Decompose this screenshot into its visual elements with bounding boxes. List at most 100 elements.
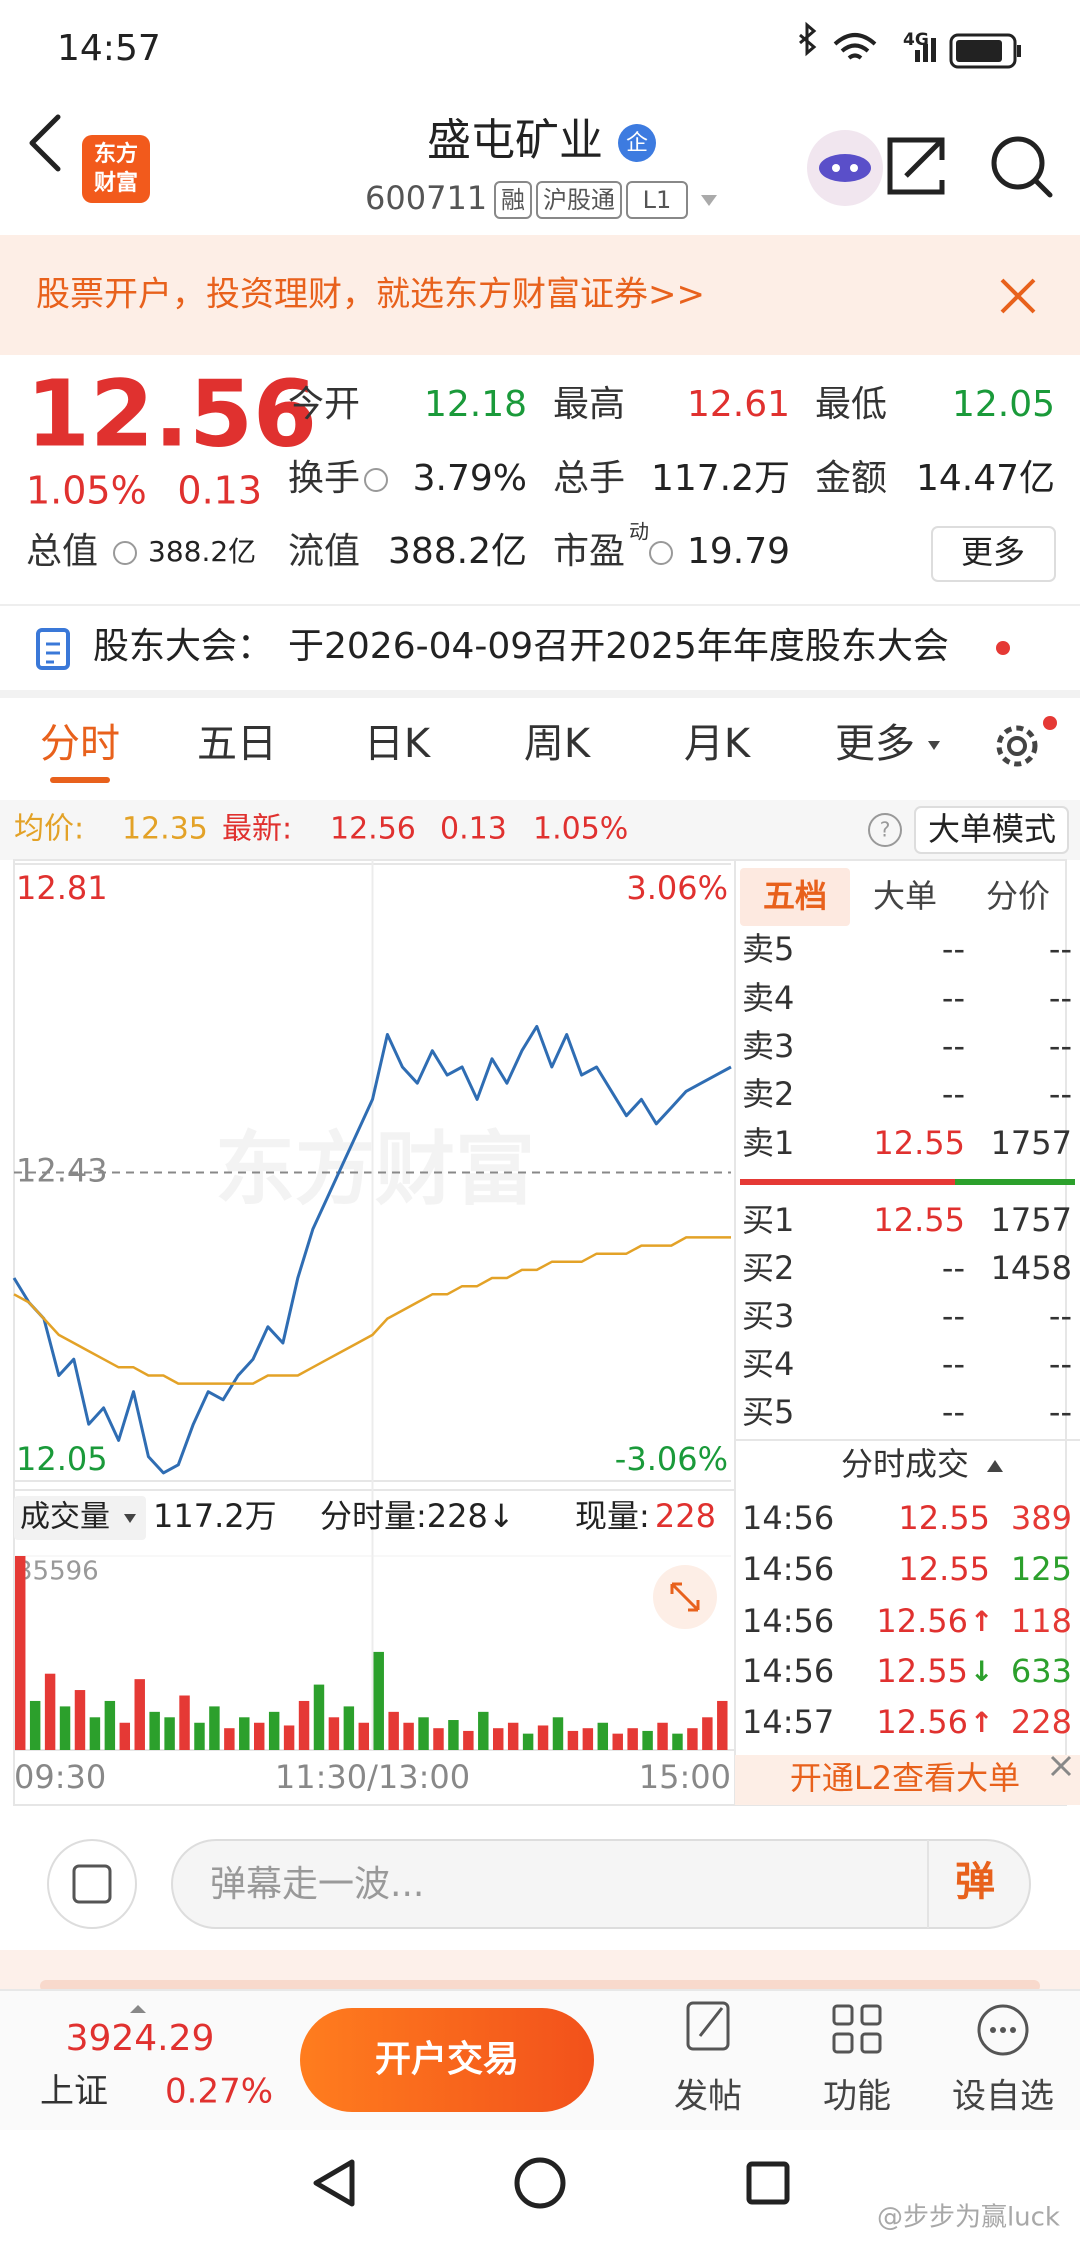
banner-bg[interactable] bbox=[0, 235, 1080, 355]
stat-value: 12.18 bbox=[424, 384, 527, 425]
action-label[interactable]: 功能 bbox=[823, 2077, 891, 2117]
nav-back[interactable] bbox=[313, 2159, 355, 2207]
volume-selector[interactable] bbox=[14, 1496, 146, 1540]
stat-label: 市盈 bbox=[553, 531, 625, 572]
logo-text[interactable]: 东方 bbox=[94, 141, 138, 167]
mode-button[interactable] bbox=[914, 806, 1069, 854]
battery-cap bbox=[1017, 45, 1021, 57]
badge: 企 bbox=[626, 131, 648, 156]
tab-underline bbox=[50, 777, 110, 783]
banner-close[interactable] bbox=[1000, 278, 1036, 314]
trade-button-label[interactable]: 开户交易 bbox=[375, 2038, 519, 2080]
share-button[interactable] bbox=[887, 137, 945, 195]
back-button[interactable] bbox=[29, 114, 61, 172]
tab[interactable]: 日K bbox=[364, 721, 432, 767]
nav-home[interactable] bbox=[514, 2157, 566, 2209]
book-level: 买3 bbox=[742, 1297, 794, 1335]
comment-input[interactable] bbox=[171, 1839, 1031, 1929]
search-button[interactable] bbox=[991, 136, 1045, 190]
volume-bar bbox=[552, 1717, 564, 1750]
comment-toggle[interactable] bbox=[47, 1839, 137, 1929]
notice-label[interactable]: 股东大会： bbox=[93, 626, 273, 667]
book-tab[interactable]: 分价 bbox=[986, 877, 1050, 915]
book-price: 12.55 bbox=[873, 1124, 965, 1162]
danmaku-button[interactable]: 弹 bbox=[955, 1859, 995, 1905]
logo-text[interactable]: 财富 bbox=[94, 170, 138, 196]
badge-bg bbox=[618, 124, 656, 162]
stat-value: 12.61 bbox=[687, 384, 790, 425]
last-price: 12.56 bbox=[26, 360, 317, 467]
signal-bar bbox=[923, 44, 928, 62]
action-label[interactable]: 发帖 bbox=[674, 2077, 742, 2117]
book-level: 卖4 bbox=[742, 979, 794, 1017]
trade-arrow: ↑ bbox=[970, 1605, 993, 1638]
tag-caret[interactable] bbox=[701, 195, 717, 206]
book-tab-active[interactable] bbox=[740, 868, 850, 926]
info-icon[interactable] bbox=[649, 541, 673, 565]
change-percent: 1.05% bbox=[533, 812, 628, 847]
banner-text[interactable]: 股票开户，投资理财，就选东方财富证券>> bbox=[36, 275, 705, 315]
l2-bg[interactable] bbox=[735, 1755, 1080, 1805]
help-icon[interactable] bbox=[868, 813, 902, 847]
more-label[interactable]: 更多 bbox=[961, 533, 1025, 571]
comment-icon bbox=[72, 1864, 112, 1904]
logo-bg[interactable] bbox=[82, 135, 150, 203]
volume-bar bbox=[44, 1673, 56, 1750]
stat-label: 总手 bbox=[553, 458, 625, 499]
volume-bar bbox=[433, 1728, 444, 1750]
trade-time: 14:56 bbox=[742, 1602, 834, 1640]
stat-label: 今开 bbox=[288, 384, 360, 425]
book-volume: -- bbox=[1049, 930, 1072, 968]
y-tick-label: 35596 bbox=[16, 1557, 99, 1587]
book-level: 买2 bbox=[742, 1249, 794, 1287]
tag-box bbox=[536, 181, 622, 219]
tab[interactable]: 周K bbox=[524, 721, 592, 767]
settings-dot bbox=[1043, 716, 1057, 730]
stat-label: 换手 bbox=[288, 458, 360, 499]
nav-recent[interactable] bbox=[746, 2161, 790, 2205]
watchlist-dot bbox=[1010, 2027, 1016, 2033]
index-value[interactable]: 3924.29 bbox=[66, 2018, 215, 2059]
trade-button[interactable] bbox=[300, 2008, 594, 2112]
watchlist-icon[interactable] bbox=[977, 2004, 1029, 2056]
bluetooth-icon bbox=[799, 21, 817, 57]
volume-label[interactable]: 成交量 bbox=[20, 1500, 110, 1535]
volume-bar bbox=[239, 1717, 250, 1750]
mode-label[interactable]: 大单模式 bbox=[928, 810, 1056, 848]
tab[interactable]: 更多 bbox=[835, 721, 915, 767]
l2-close[interactable] bbox=[1050, 1755, 1072, 1777]
volume-bar bbox=[687, 1728, 698, 1750]
tab[interactable]: 月K bbox=[684, 721, 752, 767]
trades-title[interactable]: 分时成交 bbox=[841, 1445, 969, 1483]
stat-value: 117.2万 bbox=[651, 458, 790, 499]
latest-label: 最新: bbox=[222, 812, 292, 847]
index-name[interactable]: 上证 bbox=[40, 2072, 108, 2112]
l2-link[interactable]: 开通L2查看大单 bbox=[790, 1759, 1020, 1797]
comment-placeholder[interactable]: 弹幕走一波... bbox=[210, 1864, 424, 1905]
book-volume: -- bbox=[1049, 1393, 1072, 1431]
tab[interactable]: 五日 bbox=[197, 721, 277, 767]
post-icon[interactable] bbox=[686, 2001, 730, 2051]
avg-label: 均价: bbox=[14, 812, 84, 847]
tab[interactable]: 分时 bbox=[40, 721, 120, 767]
info-icon[interactable] bbox=[364, 468, 388, 492]
volume-bar bbox=[149, 1711, 160, 1750]
more-button[interactable] bbox=[931, 526, 1056, 582]
notice-text[interactable]: 于2026-04-09召开2025年年度股东大会 bbox=[288, 626, 949, 667]
book-tab[interactable]: 大单 bbox=[873, 877, 937, 915]
change-amount: 0.13 bbox=[177, 469, 262, 513]
info-icon[interactable] bbox=[113, 541, 137, 565]
volume-bar bbox=[328, 1717, 340, 1750]
function-icon[interactable] bbox=[832, 2004, 854, 2026]
y2-tick-label: 3.06% bbox=[626, 869, 728, 907]
status-time: 14:57 bbox=[57, 28, 161, 69]
index-caret bbox=[130, 2005, 146, 2013]
index-change[interactable]: 0.27% bbox=[165, 2072, 273, 2112]
stat-label: 总值 bbox=[26, 531, 98, 572]
book-level: 卖2 bbox=[742, 1075, 794, 1113]
settings-button[interactable] bbox=[996, 725, 1038, 767]
action-label[interactable]: 设自选 bbox=[952, 2077, 1054, 2117]
book-tab[interactable]: 五档 bbox=[763, 877, 827, 915]
